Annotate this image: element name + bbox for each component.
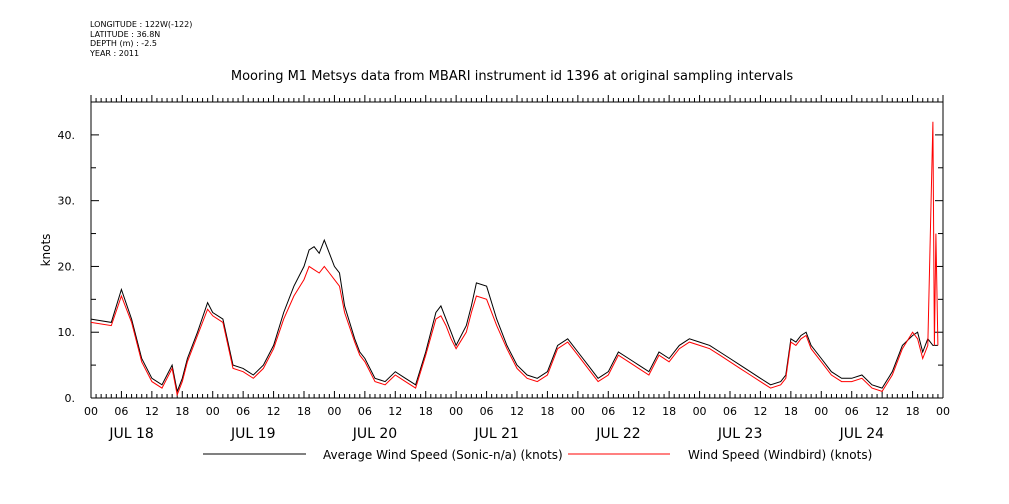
x-tick-label: 12 [632, 405, 646, 418]
x-tick-label: 06 [480, 405, 494, 418]
x-tick-label: 18 [175, 405, 189, 418]
x-tick-label: 12 [510, 405, 524, 418]
x-tick-label: 00 [571, 405, 585, 418]
x-tick-label: 00 [936, 405, 950, 418]
x-tick-label: 06 [601, 405, 615, 418]
y-tick-label: 30. [58, 195, 76, 208]
axis-ticks [90, 95, 944, 399]
x-tick-label: 06 [723, 405, 737, 418]
series-line-2 [90, 121, 939, 397]
metadata-block: LONGITUDE : 122W(-122) LATITUDE : 36.8N … [90, 20, 192, 58]
x-tick-label: 00 [84, 405, 98, 418]
x-day-label: JUL 19 [230, 426, 275, 442]
y-axis-label: knots [39, 234, 53, 267]
x-tick-label: 00 [814, 405, 828, 418]
x-tick-label: 12 [875, 405, 889, 418]
x-day-label: JUL 24 [839, 426, 885, 442]
x-tick-label: 00 [327, 405, 341, 418]
x-tick-label: 00 [206, 405, 220, 418]
x-tick-label: 12 [145, 405, 159, 418]
chart-title: Mooring M1 Metsys data from MBARI instru… [231, 69, 793, 84]
legend-label-2: Wind Speed (Windbird) (knots) [688, 448, 872, 462]
depth-label: DEPTH (m) : -2.5 [90, 39, 157, 48]
y-tick-label: 20. [58, 260, 76, 273]
x-tick-label: 06 [845, 405, 859, 418]
year-label: YEAR : 2011 [90, 48, 140, 58]
x-tick-label: 18 [784, 405, 798, 418]
x-tick-label: 18 [662, 405, 676, 418]
x-day-label: JUL 18 [108, 426, 153, 442]
x-tick-label: 06 [358, 405, 372, 418]
x-tick-label: 00 [693, 405, 707, 418]
x-tick-label: 06 [114, 405, 128, 418]
x-tick-label: 06 [236, 405, 250, 418]
axis-labels: 0. 10. 20. 30. 40. 00 06 12 18 00 06 12 18 00 06 12 18 00… [58, 129, 951, 442]
x-day-label: JUL 22 [595, 426, 640, 442]
series-layer [90, 121, 939, 397]
x-tick-label: 18 [419, 405, 433, 418]
x-day-label: JUL 20 [352, 426, 397, 442]
x-tick-label: 12 [388, 405, 402, 418]
legend-label-1: Average Wind Speed (Sonic-n/a) (knots) [323, 448, 563, 462]
longitude-label: LONGITUDE : 122W(-122) [90, 20, 193, 29]
x-tick-label: 18 [297, 405, 311, 418]
latitude-label: LATITUDE : 36.8N [90, 29, 161, 39]
x-tick-label: 00 [449, 405, 463, 418]
y-tick-label: 40. [58, 129, 76, 142]
x-tick-label: 18 [540, 405, 554, 418]
x-tick-label: 12 [267, 405, 281, 418]
x-tick-label: 18 [906, 405, 920, 418]
y-tick-label: 10. [58, 326, 76, 339]
legend: Average Wind Speed (Sonic-n/a) (knots) Wi… [203, 448, 872, 462]
y-tick-label: 0. [65, 392, 76, 405]
series-line-1 [90, 238, 938, 394]
x-tick-label: 12 [753, 405, 767, 418]
x-day-label: JUL 21 [473, 426, 518, 442]
x-day-label: JUL 23 [717, 426, 762, 442]
